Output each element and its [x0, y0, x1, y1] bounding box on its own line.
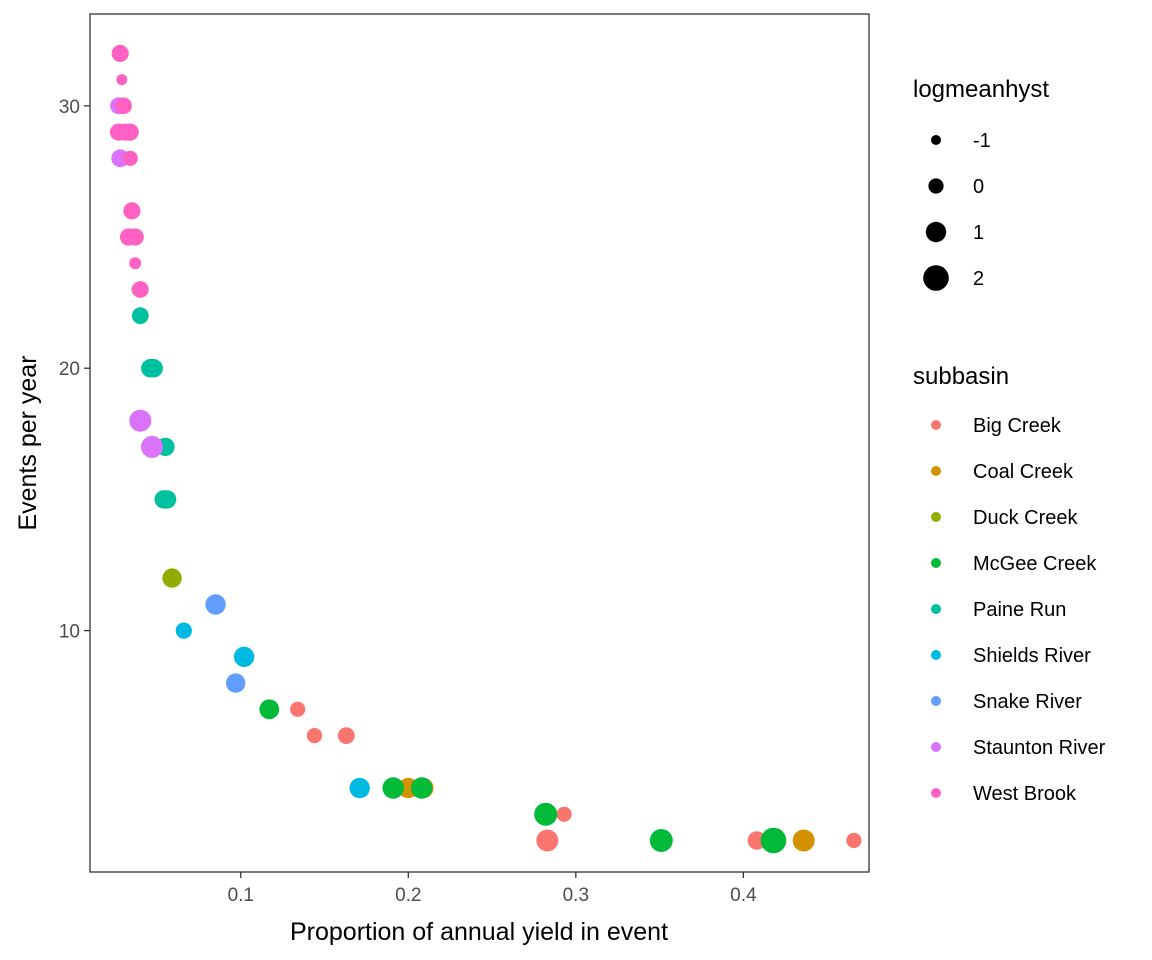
- color-legend-key: [931, 604, 941, 614]
- data-point-west-brook: [121, 123, 139, 141]
- data-point-west-brook: [131, 281, 149, 298]
- size-legend: logmeanhyst -1 0 1 2: [913, 76, 1049, 291]
- data-point-staunton-river: [141, 435, 163, 458]
- data-point-west-brook: [126, 228, 144, 246]
- data-point-coal-creek: [792, 829, 815, 852]
- data-point-duck-creek: [162, 568, 182, 588]
- data-point-big-creek: [747, 831, 766, 850]
- data-point-big-creek: [290, 701, 306, 717]
- points-layer: [109, 44, 862, 854]
- data-point-snake-river: [226, 673, 246, 693]
- data-point-west-brook: [115, 97, 132, 115]
- size-legend-label: -1: [973, 130, 991, 152]
- data-point-paine-run: [144, 359, 163, 378]
- color-legend-label: Shields River: [973, 645, 1091, 667]
- color-legend-label: Coal Creek: [973, 461, 1074, 483]
- color-legend-title: subbasin: [913, 363, 1009, 390]
- color-legend: subbasin Big Creek Coal Creek Duck Creek McG…: [913, 363, 1106, 805]
- x-axis-title: Proportion of annual yield in event: [290, 918, 668, 946]
- size-legend-label: 0: [973, 176, 984, 198]
- data-point-west-brook: [123, 202, 141, 220]
- data-point-shields-river: [349, 777, 370, 799]
- data-point-big-creek: [536, 829, 559, 852]
- data-point-big-creek: [306, 728, 323, 744]
- data-point-paine-run: [131, 307, 149, 325]
- data-point-snake-river: [205, 594, 226, 615]
- x-tick-label: 0.3: [563, 885, 589, 906]
- color-legend-label: Staunton River: [973, 737, 1106, 759]
- data-point-mcgee-creek: [411, 777, 433, 799]
- data-point-west-brook: [111, 44, 129, 63]
- color-legend-key: [931, 696, 941, 706]
- size-legend-title: logmeanhyst: [913, 76, 1049, 103]
- data-point-mcgee-creek: [259, 699, 280, 720]
- color-legend-key: [931, 650, 941, 660]
- data-point-staunton-river: [129, 409, 152, 432]
- color-legend-key: [931, 512, 941, 522]
- y-tick-label: 10: [59, 622, 80, 643]
- y-tick-label: 30: [59, 97, 80, 118]
- x-tick-label: 0.1: [228, 885, 254, 906]
- size-legend-label: 1: [973, 222, 984, 244]
- color-legend-label: Snake River: [973, 691, 1082, 713]
- data-point-mcgee-creek: [649, 829, 673, 852]
- data-point-big-creek: [846, 832, 862, 849]
- size-legend-key: [931, 135, 941, 145]
- data-point-mcgee-creek: [534, 802, 558, 826]
- data-point-mcgee-creek: [760, 827, 787, 854]
- color-legend-label: West Brook: [973, 783, 1077, 805]
- size-legend-key: [928, 178, 944, 194]
- plot-panel-border: [89, 13, 870, 873]
- data-point-west-brook: [116, 74, 128, 86]
- data-point-big-creek: [337, 727, 355, 744]
- x-tick-label: 0.4: [730, 885, 757, 906]
- color-legend-key: [931, 788, 941, 798]
- color-legend-key: [931, 558, 941, 568]
- size-legend-key: [923, 265, 949, 291]
- x-tick-label: 0.2: [395, 885, 421, 906]
- data-point-west-brook: [129, 257, 142, 270]
- data-point-mcgee-creek: [382, 777, 404, 799]
- y-axis-title: Events per year: [14, 355, 42, 530]
- size-legend-label: 2: [973, 268, 984, 290]
- data-point-big-creek: [556, 806, 572, 822]
- color-legend-key: [931, 466, 941, 476]
- x-axis: 0.1 0.2 0.3 0.4: [228, 872, 757, 906]
- y-tick-label: 20: [59, 359, 80, 380]
- y-axis: 10 20 30: [59, 97, 90, 643]
- color-legend-key: [931, 420, 941, 430]
- color-legend-key: [931, 742, 941, 752]
- color-legend-label: McGee Creek: [973, 553, 1097, 575]
- color-legend-label: Big Creek: [973, 415, 1062, 437]
- data-point-shields-river: [175, 622, 192, 639]
- size-legend-key: [925, 221, 947, 243]
- color-legend-label: Duck Creek: [973, 507, 1078, 529]
- data-point-west-brook: [122, 150, 138, 166]
- color-legend-label: Paine Run: [973, 599, 1066, 621]
- data-point-paine-run: [157, 490, 177, 509]
- data-point-shields-river: [233, 646, 255, 667]
